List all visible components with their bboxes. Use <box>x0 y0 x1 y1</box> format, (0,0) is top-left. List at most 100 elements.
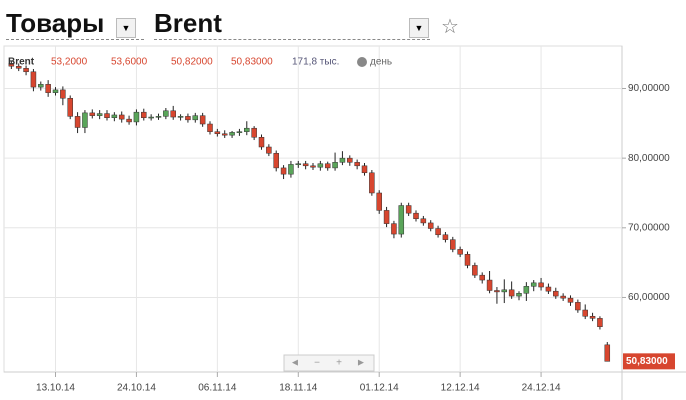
candle-body <box>221 133 228 136</box>
candle-body <box>398 205 405 235</box>
candle-body <box>317 163 324 168</box>
candle-body <box>148 116 154 119</box>
candle-body <box>45 84 51 93</box>
candle-body <box>464 254 471 266</box>
candle-body <box>38 84 44 88</box>
candle-body <box>523 286 530 294</box>
candle-body <box>383 210 390 224</box>
candle-body <box>96 113 103 116</box>
nav-left[interactable]: ◄ <box>290 358 300 369</box>
candle-body <box>229 132 235 136</box>
legend-close: 50,83000 <box>231 57 273 68</box>
candle-body <box>177 116 184 118</box>
y-tick-label: 90,00000 <box>628 83 670 94</box>
candle-body <box>214 131 221 135</box>
candle-body <box>8 63 15 67</box>
candle-body <box>420 218 427 224</box>
instrument-title[interactable]: Brent <box>154 8 430 40</box>
candle-body <box>405 205 412 214</box>
candle-body <box>266 146 272 154</box>
candle-body <box>30 71 37 88</box>
candle-body <box>567 297 574 303</box>
candle-body <box>118 114 125 120</box>
candle-body <box>52 89 59 93</box>
candle-body <box>23 68 29 73</box>
candle-body <box>553 290 559 297</box>
candle-body <box>604 344 611 362</box>
candle-body <box>104 113 110 118</box>
candle-body <box>258 137 265 148</box>
header: Товары ▼ Brent ▼ ☆ <box>0 0 686 46</box>
x-tick-label: 18.11.14 <box>279 383 318 394</box>
candle-body <box>361 165 368 174</box>
candle-body <box>82 112 88 128</box>
candle-body <box>141 111 147 118</box>
candle-body <box>15 65 22 69</box>
candle-body <box>207 123 213 132</box>
y-tick-label: 60,00000 <box>628 292 670 303</box>
legend-interval: день <box>370 57 392 68</box>
candle-body <box>192 115 199 121</box>
legend-open: 53,2000 <box>51 57 88 68</box>
candle-body <box>457 249 463 255</box>
x-tick-label: 01.12.14 <box>360 383 399 394</box>
section-dropdown[interactable]: ▼ <box>116 18 136 38</box>
x-tick-label: 06.11.14 <box>198 383 237 394</box>
candle-body <box>538 282 544 288</box>
legend: Brent 53,2000 53,6000 50,82000 50,83000 … <box>8 57 392 68</box>
candle-body <box>435 228 441 236</box>
instrument-dropdown[interactable]: ▼ <box>409 18 429 38</box>
candle-body <box>67 97 73 117</box>
candle-body <box>155 116 162 118</box>
candle-body <box>494 290 500 293</box>
candle-body <box>560 295 566 299</box>
candle-body <box>339 157 346 163</box>
candle-body <box>354 162 360 167</box>
candle-body <box>133 111 140 123</box>
candle-body <box>295 163 302 165</box>
x-tick-label: 24.10.14 <box>117 383 156 394</box>
candle-body <box>545 286 552 292</box>
legend-low: 50,82000 <box>171 57 213 68</box>
candle-body <box>170 110 176 118</box>
candle-body <box>450 239 456 250</box>
candle-body <box>126 118 132 123</box>
nav-right[interactable]: ► <box>356 358 366 369</box>
candle-body <box>427 222 434 229</box>
legend-symbol: Brent <box>8 57 35 68</box>
section-title[interactable]: Товары <box>6 8 144 40</box>
candle-body <box>280 167 287 175</box>
nav-bar <box>283 354 375 372</box>
favorite-star[interactable]: ☆ <box>441 16 459 38</box>
candle-body <box>302 163 309 167</box>
last-price-label: 50,83000 <box>626 356 668 367</box>
candle-body <box>74 116 81 128</box>
nav-zoom-out[interactable]: − <box>314 358 320 369</box>
candle-body <box>251 127 257 138</box>
candle-body <box>442 234 449 240</box>
candle-body <box>472 265 478 276</box>
x-tick-label: 13.10.14 <box>36 383 75 394</box>
candle-body <box>479 274 485 281</box>
candle-body <box>332 162 338 169</box>
nav-zoom-in[interactable]: + <box>336 358 342 369</box>
candle-body <box>589 316 596 319</box>
navigation: ◄ − + ► <box>283 354 375 372</box>
candle-body <box>413 212 419 220</box>
legend-volume: 171,8 тыс. <box>292 57 339 68</box>
candle-body <box>310 165 316 168</box>
candle-body <box>575 302 581 311</box>
candle-body <box>288 164 294 175</box>
candle-body <box>582 309 588 317</box>
candle-body <box>530 282 537 287</box>
x-tick-label: 24.12.14 <box>522 383 561 394</box>
candle-body <box>376 192 382 211</box>
candle-body <box>185 116 191 121</box>
y-tick-label: 80,00000 <box>628 153 670 164</box>
candle-body <box>60 89 66 99</box>
legend-high: 53,6000 <box>111 57 148 68</box>
candle-body <box>508 289 515 297</box>
candle-body <box>516 293 522 297</box>
candle-body <box>501 289 508 293</box>
